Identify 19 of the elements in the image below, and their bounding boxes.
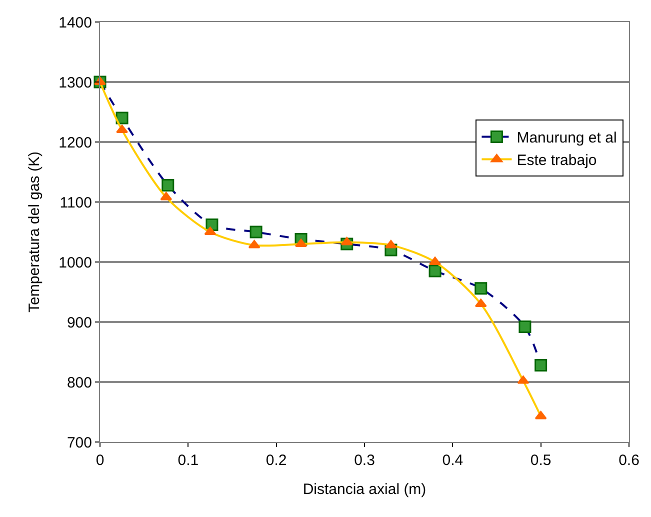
x-tick-label: 0.4: [442, 452, 464, 469]
legend-label: Este trabajo: [516, 152, 597, 170]
x-tick-label: 0.5: [530, 452, 552, 469]
y-tick-label: 1000: [58, 254, 92, 272]
y-tick-label: 700: [66, 434, 92, 452]
y-tick-label: 1200: [58, 134, 92, 152]
y-tick-label: 1400: [58, 14, 92, 32]
x-axis-title: Distancia axial (m): [302, 481, 426, 498]
y-axis-title: Temperatura del gas (K): [26, 152, 43, 312]
x-tick-label: 0.3: [354, 452, 375, 469]
y-tick-label: 800: [66, 374, 92, 392]
y-tick-label: 1100: [60, 194, 92, 212]
y-tick-label: 1300: [58, 74, 92, 92]
y-tick-label: 900: [66, 314, 92, 332]
x-tick-label: 0.2: [266, 452, 287, 469]
x-tick-label: 0: [96, 452, 104, 469]
legend-label: Manurung et al: [516, 130, 617, 147]
x-tick-label: 0.1: [178, 452, 199, 469]
x-tick-label: 0.6: [618, 452, 640, 469]
